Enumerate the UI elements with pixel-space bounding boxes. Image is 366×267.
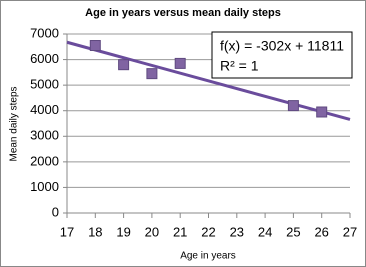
chart-title: Age in years versus mean daily steps bbox=[85, 7, 281, 19]
y-tick-label: 4000 bbox=[30, 102, 59, 117]
y-tick-label: 7000 bbox=[30, 25, 59, 40]
x-tick-label: 24 bbox=[258, 224, 272, 239]
x-tick-label: 17 bbox=[60, 224, 74, 239]
x-tick-label: 23 bbox=[230, 224, 244, 239]
annotation-box bbox=[211, 31, 353, 79]
data-point bbox=[146, 68, 158, 80]
data-point bbox=[118, 59, 130, 71]
annotation: f(x) = -302x + 11811 bbox=[220, 38, 344, 54]
x-tick-label: 22 bbox=[201, 224, 215, 239]
x-tick-label: 19 bbox=[116, 224, 130, 239]
y-tick-label: 0 bbox=[52, 204, 59, 219]
trendline bbox=[66, 40, 351, 121]
annotation: R² = 1 bbox=[220, 58, 259, 74]
x-tick-label: 27 bbox=[343, 224, 357, 239]
data-point bbox=[316, 106, 328, 118]
data-point bbox=[89, 40, 101, 52]
y-tick-label: 3000 bbox=[30, 128, 59, 143]
x-axis-label: Age in years bbox=[180, 251, 236, 262]
y-axis-label: Mean daily steps bbox=[9, 86, 20, 161]
x-tick-label: 26 bbox=[314, 224, 328, 239]
x-tick-label: 18 bbox=[88, 224, 102, 239]
y-tick-label: 6000 bbox=[30, 51, 59, 66]
y-tick-label: 2000 bbox=[30, 153, 59, 168]
y-tick-label: 1000 bbox=[30, 179, 59, 194]
y-tick-label: 5000 bbox=[30, 77, 59, 92]
x-tick-label: 21 bbox=[173, 224, 187, 239]
data-point bbox=[287, 100, 299, 112]
x-tick-label: 25 bbox=[286, 224, 300, 239]
x-tick-label: 20 bbox=[145, 224, 159, 239]
data-point bbox=[174, 57, 186, 69]
